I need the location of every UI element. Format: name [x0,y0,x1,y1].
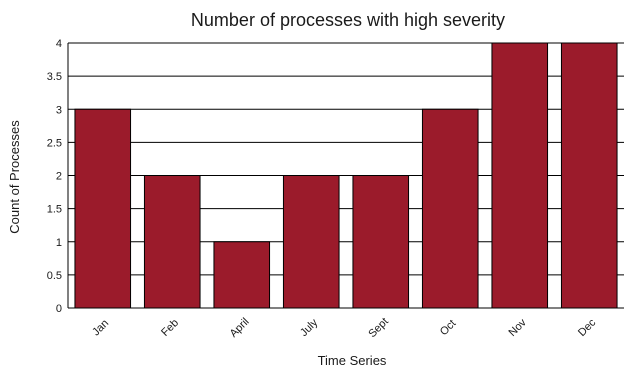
y-tick-label: 0 [56,303,62,315]
x-tick-label: April [228,316,252,340]
x-axis-label: Time Series [318,353,387,368]
y-tick-label: 2 [56,171,62,183]
bar-nov [491,42,549,309]
x-tick-label: July [298,316,321,339]
y-tick-label: 3 [56,104,62,116]
x-tick-label: Feb [159,317,181,339]
bar-dec [560,42,618,309]
x-tick-label: Oct [438,318,459,339]
bar-oct [421,108,479,309]
y-tick-label: 4 [56,38,62,50]
x-tick-label: Jan [90,317,111,338]
x-tick-label: Nov [506,316,529,339]
bar-july [282,175,340,309]
x-tick-label: Dec [576,316,599,339]
y-tick-labels: 0 0.5 1 1.5 2 2.5 3 3.5 4 [47,38,62,315]
bar-feb [143,175,201,309]
y-tick-label: 0.5 [47,270,62,282]
axes [67,43,624,309]
bars [74,42,618,309]
y-axis-label: Count of Processes [7,120,22,234]
x-tick-labels: Jan Feb April July Sept Oct Nov Dec [90,316,599,340]
bar-sept [352,175,410,309]
bar-april [213,241,271,309]
y-tick-label: 2.5 [47,137,62,149]
y-tick-label: 3.5 [47,71,62,83]
y-tick-label: 1.5 [47,204,62,216]
y-tick-label: 1 [56,237,62,249]
chart-title: Number of processes with high severity [191,10,505,30]
bar-jan [74,108,132,309]
x-tick-label: Sept [366,316,390,340]
